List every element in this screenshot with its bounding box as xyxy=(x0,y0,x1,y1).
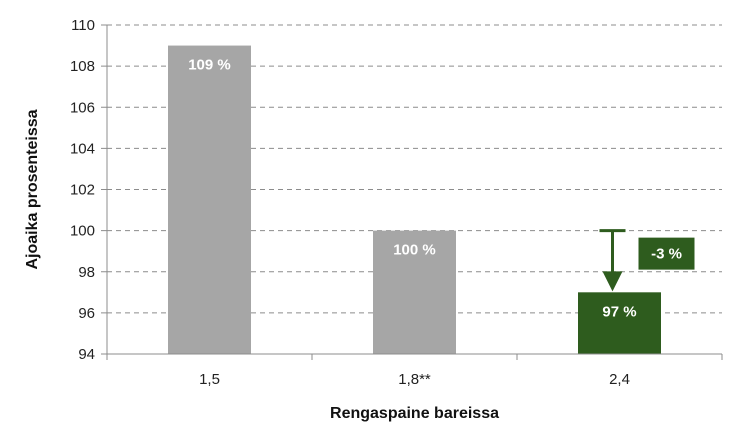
x-tick-label: 1,5 xyxy=(199,371,220,388)
y-axis-title: Ajoaika prosenteissa xyxy=(24,109,41,269)
annotation-box xyxy=(638,237,695,270)
y-tick-label: 102 xyxy=(70,182,95,199)
x-tick-labels: 1,5 1,8** 2,4 xyxy=(199,371,630,388)
change-annotation: -3 % xyxy=(599,229,695,292)
y-tick-label: 110 xyxy=(71,17,95,34)
y-tick-labels: 94 96 98 100 102 104 106 108 110 xyxy=(70,17,95,363)
x-axis-title: Rengaspaine bareissa xyxy=(330,405,499,422)
bar-data-label: 97 % xyxy=(602,303,636,320)
arrow-down-icon xyxy=(602,271,623,292)
x-tick-label: 2,4 xyxy=(609,371,630,388)
bars xyxy=(168,45,661,354)
x-axis xyxy=(106,353,723,360)
bar xyxy=(168,45,251,354)
y-tick-label: 106 xyxy=(70,99,95,116)
y-tick-label: 104 xyxy=(70,140,95,157)
bar-data-labels: 109 % 100 % 97 % xyxy=(188,57,636,321)
bar-data-label: 109 % xyxy=(188,57,231,74)
x-tick-label: 1,8** xyxy=(398,371,431,388)
bar-data-label: 100 % xyxy=(393,242,436,259)
y-tick-label: 98 xyxy=(78,264,95,281)
y-tick-label: 96 xyxy=(78,305,95,322)
bar xyxy=(373,230,456,354)
y-tick-label: 108 xyxy=(70,58,95,75)
annotation-label: -3 % xyxy=(651,246,682,263)
y-tick-label: 94 xyxy=(78,346,95,363)
y-tick-label: 100 xyxy=(70,223,95,240)
bar xyxy=(578,292,661,354)
